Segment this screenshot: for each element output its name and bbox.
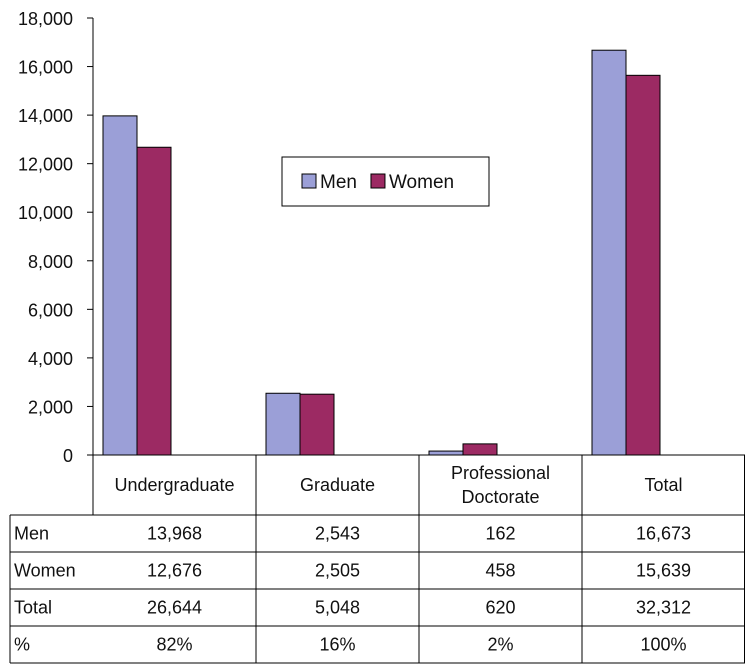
bar-women-undergraduate [136, 146, 172, 456]
bar-men-total [591, 49, 627, 456]
bar-women-professional-doctorate [462, 443, 498, 456]
category-label-graduate: Graduate [300, 475, 375, 495]
table-cell: 82% [156, 635, 192, 655]
y-axis-ticks [87, 17, 93, 456]
y-axis-labels: 0 2,000 4,000 6,000 8,000 10,000 12,000 14,000 1… [18, 9, 73, 466]
y-tick-label: 18,000 [18, 9, 73, 29]
table-cell: 2,505 [315, 561, 360, 581]
bar-men-professional-doctorate [428, 450, 464, 456]
y-tick-label: 2,000 [28, 397, 73, 417]
table-cell: 2% [487, 635, 513, 655]
y-tick-label: 0 [63, 446, 73, 466]
table-cell: 12,676 [147, 561, 202, 581]
legend-swatch-women [370, 173, 386, 189]
table-row-label: Men [14, 524, 49, 544]
category-label-total: Total [644, 475, 682, 495]
table-cell: 5,048 [315, 598, 360, 618]
y-tick-label: 10,000 [18, 203, 73, 223]
y-tick-label: 8,000 [28, 252, 73, 272]
category-labels: Undergraduate Graduate Professional Doctora… [114, 463, 682, 507]
category-label-professional-doctorate: Professional [451, 463, 550, 483]
table-cell: 15,639 [636, 561, 691, 581]
y-tick-label: 6,000 [28, 300, 73, 320]
y-tick-label: 14,000 [18, 106, 73, 126]
table-cell: 100% [640, 635, 686, 655]
bar-women-total [625, 74, 661, 456]
table-cell: 13,968 [147, 524, 202, 544]
y-tick-label: 4,000 [28, 349, 73, 369]
bar-men-graduate [265, 392, 301, 456]
y-tick-label: 12,000 [18, 155, 73, 175]
table-cell: 620 [485, 598, 515, 618]
table-row-label: Total [14, 598, 52, 618]
data-table: Men 13,968 2,543 162 16,673 Women 12,676 2,505 4… [14, 524, 691, 655]
table-cell: 32,312 [636, 598, 691, 618]
bar-women-graduate [299, 393, 335, 456]
table-cell: 16,673 [636, 524, 691, 544]
table-cell: 162 [485, 524, 515, 544]
table-row-label: % [14, 635, 30, 655]
legend-swatch-men [301, 173, 317, 189]
legend-label-men: Men [320, 172, 357, 193]
category-label-undergraduate: Undergraduate [114, 475, 234, 495]
table-cell: 26,644 [147, 598, 202, 618]
table-cell: 16% [319, 635, 355, 655]
table-row-label: Women [14, 561, 76, 581]
table-cell: 2,543 [315, 524, 360, 544]
bar-men-undergraduate [102, 115, 138, 456]
chart-frame [9, 18, 745, 664]
table-cell: 458 [485, 561, 515, 581]
bars [102, 49, 661, 456]
legend: Men Women [281, 156, 490, 207]
category-label-professional-doctorate: Doctorate [461, 487, 539, 507]
legend-label-women: Women [389, 172, 454, 193]
y-tick-label: 16,000 [18, 58, 73, 78]
